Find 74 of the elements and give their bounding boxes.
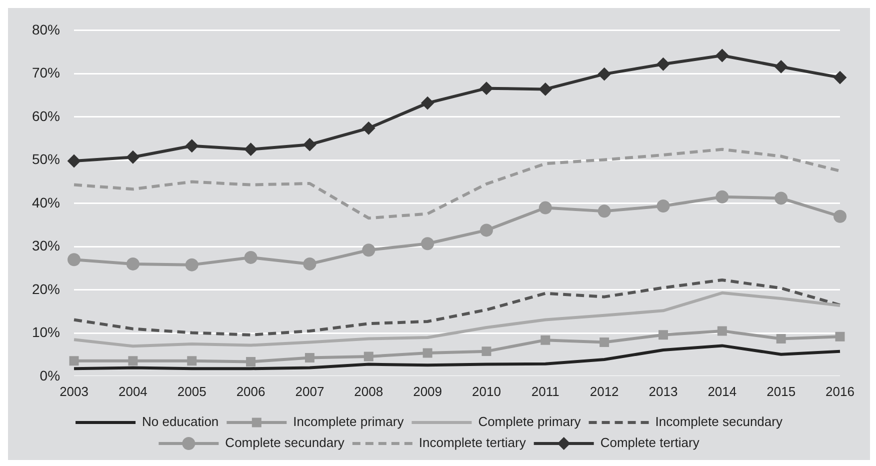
x-tick-label: 2004	[118, 384, 148, 399]
point	[834, 71, 846, 84]
point	[128, 356, 138, 366]
point	[717, 326, 727, 336]
y-tick-label: 20%	[32, 280, 60, 297]
point	[187, 356, 197, 366]
y-tick-label: 10%	[32, 324, 60, 340]
point	[421, 237, 434, 250]
point	[774, 60, 788, 74]
point	[658, 330, 668, 340]
point	[482, 346, 492, 356]
point	[246, 356, 256, 366]
point	[304, 353, 314, 363]
x-tick-label: 2009	[413, 384, 442, 399]
point	[540, 335, 550, 345]
point	[68, 253, 81, 266]
y-tick-label: 50%	[32, 151, 60, 168]
line-series	[72, 148, 842, 220]
point	[776, 334, 786, 344]
x-tick-label: 2005	[177, 384, 206, 399]
y-tick-label: 80%	[32, 21, 60, 38]
x-tick-label: 2006	[236, 384, 266, 399]
point	[185, 139, 198, 152]
x-tick-label: 2013	[648, 384, 678, 399]
point	[656, 199, 670, 212]
legend-label: Incomplete primary	[293, 414, 404, 430]
legend-label: Incomplete tertiary	[418, 435, 526, 450]
x-tick-label: 2012	[590, 384, 619, 399]
point	[538, 82, 552, 96]
point	[364, 352, 374, 362]
point	[362, 122, 376, 135]
x-tick-label: 2011	[531, 384, 560, 399]
point	[716, 190, 729, 204]
point	[126, 257, 140, 270]
point	[600, 337, 610, 347]
legend-label: Incomplete secundary	[655, 414, 783, 430]
legend-label: Complete primary	[478, 414, 582, 430]
point	[244, 250, 258, 264]
legend-label: No education	[142, 414, 219, 430]
y-tick-label: 40%	[32, 194, 60, 210]
x-tick-label: 2007	[295, 384, 324, 399]
legend-label: Complete tertiary	[600, 435, 700, 450]
point	[69, 356, 79, 366]
y-tick-label: 70%	[32, 64, 60, 81]
x-tick-label: 2008	[354, 384, 384, 399]
point	[421, 96, 434, 110]
point	[774, 192, 788, 205]
point	[716, 48, 729, 62]
line-series	[72, 278, 842, 336]
x-tick-label: 2015	[766, 384, 796, 399]
point	[538, 201, 552, 214]
y-tick-label: 30%	[32, 238, 60, 254]
point	[185, 258, 198, 272]
point	[68, 154, 81, 168]
point	[422, 348, 432, 358]
point	[126, 150, 140, 164]
point	[480, 224, 493, 237]
legend-label: Complete secundary	[225, 435, 345, 450]
point	[480, 82, 493, 95]
point	[834, 210, 846, 223]
x-tick-label: 2014	[708, 384, 737, 399]
point	[303, 257, 316, 270]
x-tick-label: 2016	[826, 384, 854, 399]
point	[598, 68, 611, 81]
point	[362, 244, 376, 257]
x-tick-label: 2010	[472, 384, 501, 399]
point	[656, 58, 670, 71]
point	[244, 142, 258, 156]
point	[835, 332, 845, 342]
point	[598, 204, 611, 218]
y-tick-label: 60%	[32, 108, 60, 124]
point	[303, 138, 316, 152]
y-tick-label: 0%	[40, 367, 60, 384]
x-tick-label: 2003	[60, 384, 88, 399]
